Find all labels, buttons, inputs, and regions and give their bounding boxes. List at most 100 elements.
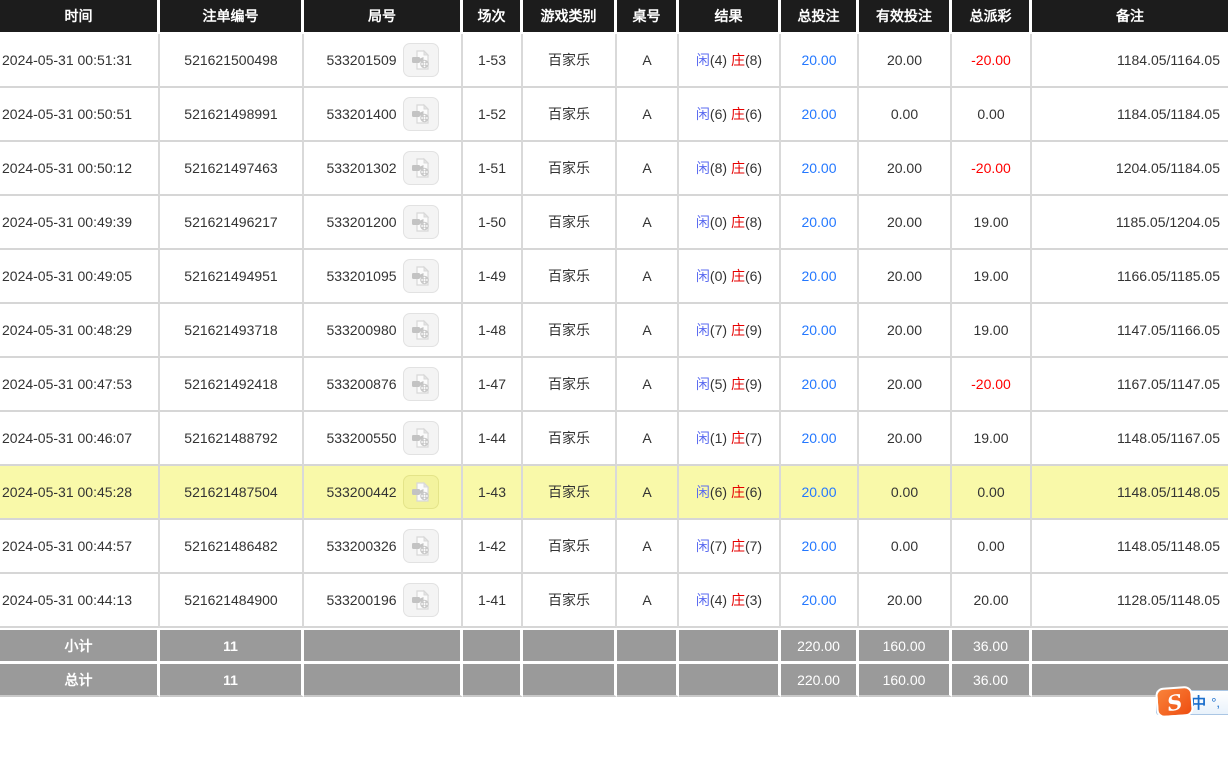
cell-session: 1-47 [463, 358, 523, 412]
total-label: 总计 [0, 661, 160, 697]
player-label: 闲 [695, 430, 710, 446]
cell-time: 2024-05-31 00:51:31 [0, 34, 160, 88]
cell-session: 1-52 [463, 88, 523, 142]
cell-payout: -20.00 [952, 34, 1032, 88]
player-score: (5) [709, 376, 728, 392]
round-number: 533200550 [326, 430, 397, 446]
cell-game-type: 百家乐 [523, 466, 617, 520]
cell-table-no: A [617, 304, 679, 358]
ime-punctuation-icon[interactable]: °, [1211, 695, 1220, 710]
banker-score: (9) [744, 322, 763, 338]
cell-remark: 1184.05/1164.05 [1032, 34, 1228, 88]
cell-total-bet: 20.00 [781, 358, 859, 412]
player-score: (7) [709, 322, 728, 338]
video-replay-icon[interactable] [402, 475, 439, 509]
cell-game-type: 百家乐 [523, 142, 617, 196]
cell-payout: 0.00 [952, 520, 1032, 574]
col-header-table-no: 桌号 [617, 0, 679, 34]
banker-label: 庄 [730, 52, 745, 68]
cell-time: 2024-05-31 00:49:05 [0, 250, 160, 304]
subtotal-empty [1032, 628, 1228, 661]
player-label: 闲 [695, 160, 710, 176]
video-replay-icon[interactable] [402, 583, 439, 617]
banker-label: 庄 [730, 538, 745, 554]
cell-result: 闲(0) 庄(8) [679, 196, 781, 250]
cell-bet-id: 521621497463 [160, 142, 304, 196]
cell-session: 1-42 [463, 520, 523, 574]
cell-time: 2024-05-31 00:44:57 [0, 520, 160, 574]
banker-score: (3) [744, 592, 763, 608]
cell-result: 闲(4) 庄(3) [679, 574, 781, 628]
banker-label: 庄 [730, 214, 745, 230]
video-replay-icon[interactable] [402, 43, 439, 77]
total-empty [679, 661, 781, 697]
cell-valid-bet: 20.00 [859, 34, 952, 88]
cell-valid-bet: 20.00 [859, 142, 952, 196]
cell-payout: -20.00 [952, 142, 1032, 196]
cell-table-no: A [617, 412, 679, 466]
banker-score: (6) [744, 160, 763, 176]
banker-label: 庄 [730, 322, 745, 338]
video-replay-icon[interactable] [402, 421, 439, 455]
subtotal-payout: 36.00 [952, 628, 1032, 661]
video-replay-icon[interactable] [402, 259, 439, 293]
video-replay-icon[interactable] [402, 205, 439, 239]
ime-mode-chinese[interactable]: 中 [1191, 695, 1207, 712]
table-row: 2024-05-31 00:45:28 521621487504 533200442… [0, 466, 1228, 520]
cell-time: 2024-05-31 00:46:07 [0, 412, 160, 466]
cell-session: 1-50 [463, 196, 523, 250]
cell-game-type: 百家乐 [523, 88, 617, 142]
banker-score: (7) [744, 538, 763, 554]
cell-game-type: 百家乐 [523, 574, 617, 628]
col-header-session: 场次 [463, 0, 523, 34]
cell-time: 2024-05-31 00:48:29 [0, 304, 160, 358]
player-label: 闲 [695, 52, 710, 68]
cell-valid-bet: 20.00 [859, 250, 952, 304]
video-replay-icon[interactable] [402, 313, 439, 347]
cell-round: 533200876 [304, 358, 463, 412]
player-label: 闲 [695, 322, 710, 338]
round-number: 533201302 [326, 160, 397, 176]
subtotal-empty [679, 628, 781, 661]
sogou-logo-icon[interactable]: S [1155, 685, 1195, 719]
player-score: (6) [709, 106, 728, 122]
sogou-ime-bar[interactable]: S 中 °, [1155, 685, 1228, 719]
cell-session: 1-51 [463, 142, 523, 196]
video-replay-icon[interactable] [402, 367, 439, 401]
round-number: 533201095 [326, 268, 397, 284]
cell-session: 1-49 [463, 250, 523, 304]
cell-table-no: A [617, 250, 679, 304]
col-header-bet-id: 注单编号 [160, 0, 304, 34]
subtotal-count: 11 [160, 628, 304, 661]
cell-result: 闲(6) 庄(6) [679, 466, 781, 520]
cell-game-type: 百家乐 [523, 358, 617, 412]
cell-round: 533201095 [304, 250, 463, 304]
table-row: 2024-05-31 00:47:53 521621492418 533200876… [0, 358, 1228, 412]
cell-total-bet: 20.00 [781, 142, 859, 196]
banker-label: 庄 [730, 268, 745, 284]
subtotal-valid-bet: 160.00 [859, 628, 952, 661]
total-empty [463, 661, 523, 697]
cell-table-no: A [617, 34, 679, 88]
col-header-valid-bet: 有效投注 [859, 0, 952, 34]
col-header-payout: 总派彩 [952, 0, 1032, 34]
cell-valid-bet: 0.00 [859, 466, 952, 520]
cell-session: 1-41 [463, 574, 523, 628]
video-replay-icon[interactable] [402, 97, 439, 131]
cell-valid-bet: 20.00 [859, 358, 952, 412]
cell-round: 533201400 [304, 88, 463, 142]
player-score: (0) [709, 268, 728, 284]
cell-session: 1-53 [463, 34, 523, 88]
bet-records-table: 时间 注单编号 局号 场次 游戏类别 桌号 结果 总投注 有效投注 总派彩 备注… [0, 0, 1228, 697]
banker-label: 庄 [730, 484, 745, 500]
cell-remark: 1166.05/1185.05 [1032, 250, 1228, 304]
cell-table-no: A [617, 358, 679, 412]
cell-game-type: 百家乐 [523, 304, 617, 358]
subtotal-row: 小计 11 220.00 160.00 36.00 [0, 628, 1228, 661]
round-number: 533200980 [326, 322, 397, 338]
total-row: 总计 11 220.00 160.00 36.00 [0, 661, 1228, 697]
cell-bet-id: 521621493718 [160, 304, 304, 358]
video-replay-icon[interactable] [402, 151, 439, 185]
banker-score: (8) [744, 214, 763, 230]
video-replay-icon[interactable] [402, 529, 439, 563]
